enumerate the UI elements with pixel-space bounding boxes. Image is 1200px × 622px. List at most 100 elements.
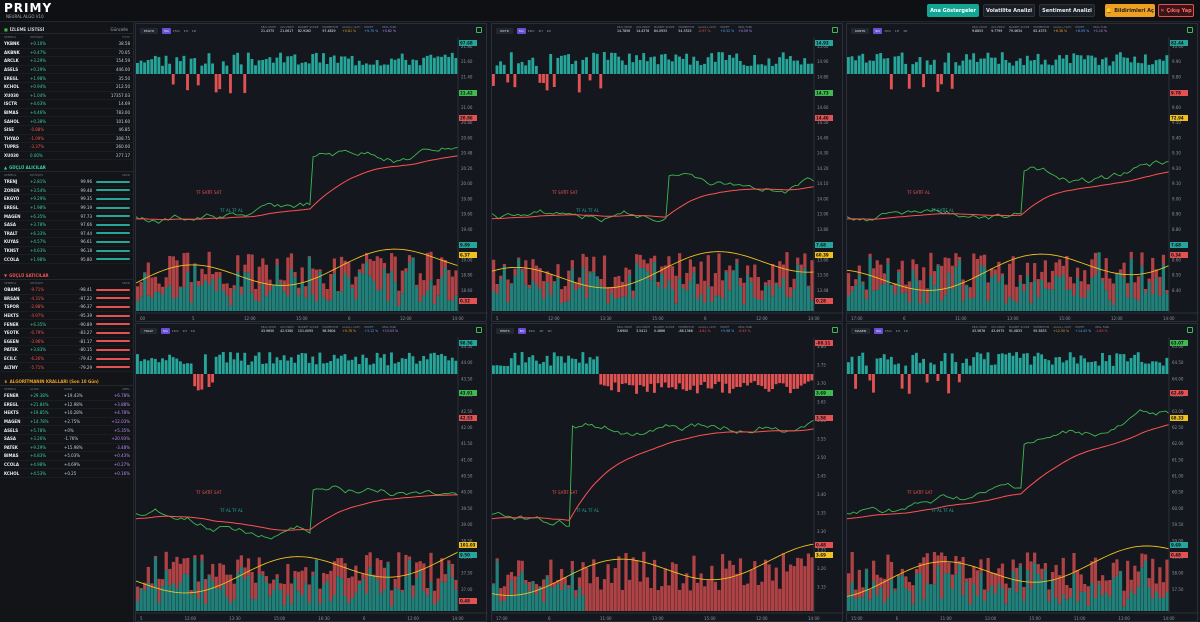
- list-item[interactable]: THYAO -1.09% 308.75: [0, 135, 134, 144]
- list-item[interactable]: BRSAN -4.31% -97.22: [0, 295, 134, 304]
- list-item[interactable]: SASA +3.26% -1.76% +20.93%: [0, 435, 134, 444]
- timeframe-button[interactable]: 5m: [160, 327, 170, 334]
- list-item[interactable]: SAHOL +0.38% 101.60: [0, 117, 134, 126]
- timeframe-button[interactable]: 5m: [873, 27, 883, 34]
- list-item[interactable]: EKGYO +9.29% 99.35: [0, 195, 134, 204]
- list-item[interactable]: KCHOL +0.94% 212.50: [0, 83, 134, 92]
- timeframe-button[interactable]: 5m: [516, 27, 526, 34]
- enable-notifications-button[interactable]: 🔔 Bildirimleri Aç: [1105, 4, 1155, 17]
- list-item[interactable]: ASELS +5.78% +0% +5.35%: [0, 426, 134, 435]
- list-item[interactable]: PATEK +9.29% +15.98% -3.48%: [0, 444, 134, 453]
- timeframe-button[interactable]: 1H: [894, 28, 900, 33]
- timeframe-button[interactable]: 15m: [884, 28, 891, 33]
- list-item[interactable]: EREGL +1.98% 99.19: [0, 204, 134, 213]
- maximize-icon[interactable]: [1187, 327, 1193, 333]
- chart-panel[interactable]: KONTR 5m 15m 1H 1D REAL PRICE 9.8853 AVG PRICE 9…: [846, 23, 1199, 323]
- chart-panel[interactable]: HEKTS 5m 15m 1H 1D REAL PRICE 3.6900 AVG PRICE 3…: [491, 323, 844, 622]
- symbol-label[interactable]: MAGEN: [851, 327, 871, 334]
- list-item[interactable]: FENER +29.38% +19.43% +6.78%: [0, 392, 134, 401]
- maximize-icon[interactable]: [1187, 27, 1193, 33]
- timeframe-button[interactable]: 1D: [547, 328, 552, 333]
- timeframe-button[interactable]: 15m: [171, 328, 179, 333]
- list-item[interactable]: ALTNY -5.71% -79.29: [0, 363, 134, 372]
- symbol-label[interactable]: EKGYO: [140, 27, 159, 34]
- list-item[interactable]: ECILC -6.26% -79.42: [0, 355, 134, 364]
- nav-main-indicators[interactable]: Ana Göstergeler: [927, 4, 979, 17]
- timeframe-button[interactable]: 15m: [884, 328, 892, 333]
- chart-panel[interactable]: ISCTR 5m 15m 1H 1D REAL PRICE 14.7856 AVG PRICE…: [491, 23, 844, 323]
- maximize-icon[interactable]: [476, 27, 482, 33]
- list-item[interactable]: MAGEN +14.78% +2.75% +12.03%: [0, 418, 134, 427]
- symbol-label[interactable]: KONTR: [851, 27, 870, 34]
- timeframe-button[interactable]: 5m: [517, 327, 527, 334]
- chart-panel[interactable]: TRALT 5m 15m 1H 1D REAL PRICE 43.9650 AVG PRICE…: [135, 323, 488, 622]
- timeframe-button[interactable]: 1H: [539, 328, 544, 333]
- symbol-label[interactable]: TRALT: [140, 327, 157, 334]
- list-item[interactable]: SASA +3.78% 97.66: [0, 221, 134, 230]
- list-item[interactable]: XU030 0.00% 277.17: [0, 152, 134, 161]
- list-item[interactable]: YKBNK +0.10% 38.58: [0, 40, 134, 49]
- timeframe-button[interactable]: 5m: [874, 327, 883, 334]
- list-item[interactable]: CCOLA +4.98% +4.69% +0.27%: [0, 461, 134, 470]
- nav-volatility-analysis[interactable]: Volatilite Analizi: [983, 4, 1035, 17]
- timeframe-button[interactable]: 15m: [528, 328, 536, 333]
- timeframe-button[interactable]: 1D: [546, 28, 551, 33]
- list-item[interactable]: YEOTK -0.79% -83.27: [0, 329, 134, 338]
- refresh-button[interactable]: Güncelle: [110, 27, 128, 32]
- list-item[interactable]: TRENJ +2.81% 99.96: [0, 178, 134, 187]
- list-item[interactable]: TSPOR -2.88% -96.37: [0, 303, 134, 312]
- maximize-icon[interactable]: [832, 27, 838, 33]
- logout-button[interactable]: ✕ Çıkış Yap: [1158, 4, 1194, 17]
- list-item[interactable]: MAGEN +6.35% 97.73: [0, 212, 134, 221]
- list-item[interactable]: OBAMS -9.71% -98.41: [0, 286, 134, 295]
- list-item[interactable]: EREGL +21.84% +12.98% +3.88%: [0, 401, 134, 410]
- list-item[interactable]: PATEK +3.83% -80.15: [0, 346, 134, 355]
- chart-panel[interactable]: MAGEN 5m 15m 1H 1D REAL PRICE 43.5678 AVG PRICE…: [846, 323, 1199, 622]
- timeframe-button[interactable]: 1D: [903, 328, 909, 333]
- list-item[interactable]: TUPRS -3.37% 260.00: [0, 143, 134, 152]
- list-item[interactable]: ISCTR +4.63% 14.69: [0, 100, 134, 109]
- list-item[interactable]: ZOREN +3.54% 99.48: [0, 187, 134, 196]
- timeframe-button[interactable]: 5m: [162, 27, 171, 34]
- list-item[interactable]: FENER +6.35% -90.89: [0, 320, 134, 329]
- y-tick-label: 10.00: [1172, 44, 1184, 49]
- chart-panel[interactable]: EKGYO 5m 15m 1H 1D REAL PRICE 21.4375 AVG PRICE…: [135, 23, 488, 323]
- list-item[interactable]: BIMAS +4.46% 783.00: [0, 109, 134, 118]
- timeframe-button[interactable]: 1D: [191, 28, 197, 33]
- timeframe-button[interactable]: 15m: [527, 28, 535, 33]
- list-item[interactable]: HEKTS +19.85% +10.28% +4.78%: [0, 409, 134, 418]
- timeframe-button[interactable]: 1D: [903, 28, 908, 33]
- timeframe-button[interactable]: 1H: [895, 328, 900, 333]
- list-item[interactable]: TRALT +6.33% 97.44: [0, 230, 134, 239]
- list-item[interactable]: TKNST +4.63% 96.18: [0, 247, 134, 256]
- list-item[interactable]: SISE -0.88% 46.85: [0, 126, 134, 135]
- maximize-icon[interactable]: [832, 327, 838, 333]
- nav-sentiment-analysis[interactable]: Sentiment Analizi: [1039, 4, 1095, 17]
- list-item[interactable]: ASELS +0.29% 446.00: [0, 66, 134, 75]
- symbol-label[interactable]: HEKTS: [496, 327, 514, 334]
- list-item[interactable]: HEKTS -4.97% -95.39: [0, 312, 134, 321]
- timeframe-button[interactable]: 1H: [538, 28, 543, 33]
- timeframe-button[interactable]: 1D: [190, 328, 195, 333]
- list-item[interactable]: EREGL +1.98% 35.50: [0, 74, 134, 83]
- symbol-label[interactable]: ISCTR: [496, 27, 513, 34]
- list-item[interactable]: KCHOL +4.53% +0.25 +0.16%: [0, 469, 134, 478]
- timeframe-button[interactable]: 1H: [183, 28, 188, 33]
- list-item[interactable]: ARCLK +3.29% 154.59: [0, 57, 134, 66]
- list-item[interactable]: KUYAS +4.57% 96.61: [0, 238, 134, 247]
- list-item[interactable]: XU030 +1.04% 17357.03: [0, 92, 134, 101]
- list-item[interactable]: AKBNK +0.47% 70.05: [0, 49, 134, 58]
- volume-bar-buy: [911, 269, 915, 311]
- timeframe-button[interactable]: 1H: [182, 328, 187, 333]
- list-item[interactable]: BIMAS +4.83% +5.03% +0.43%: [0, 452, 134, 461]
- list-item[interactable]: CCOLA +1.98% 95.80: [0, 255, 134, 264]
- timeframe-button[interactable]: 15m: [172, 28, 180, 33]
- maximize-icon[interactable]: [476, 327, 482, 333]
- list-item[interactable]: EGEEN -3.96% -81.17: [0, 338, 134, 347]
